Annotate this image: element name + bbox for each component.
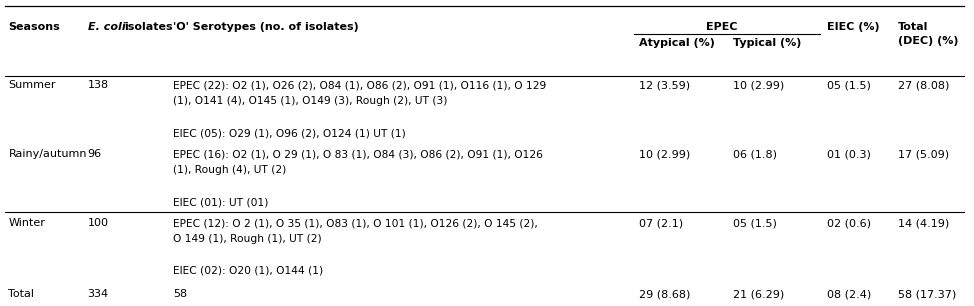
Text: 10 (2.99): 10 (2.99) <box>639 149 690 159</box>
Text: 100: 100 <box>88 218 109 228</box>
Text: 58 (17.37): 58 (17.37) <box>898 289 955 299</box>
Text: Rainy/autumn: Rainy/autumn <box>9 149 87 159</box>
Text: Winter: Winter <box>9 218 46 228</box>
Text: Atypical (%): Atypical (%) <box>639 38 715 47</box>
Text: E. coli: E. coli <box>88 22 126 32</box>
Text: 21 (6.29): 21 (6.29) <box>733 289 784 299</box>
Text: 01 (0.3): 01 (0.3) <box>827 149 871 159</box>
Text: EIEC (%): EIEC (%) <box>827 22 880 32</box>
Text: 02 (0.6): 02 (0.6) <box>827 218 871 228</box>
Text: 05 (1.5): 05 (1.5) <box>827 80 871 91</box>
Text: EPEC (12): O 2 (1), O 35 (1), O83 (1), O 101 (1), O126 (2), O 145 (2),: EPEC (12): O 2 (1), O 35 (1), O83 (1), O… <box>172 218 538 228</box>
Text: Seasons: Seasons <box>9 22 60 32</box>
Text: 138: 138 <box>88 80 109 91</box>
Text: 12 (3.59): 12 (3.59) <box>639 80 690 91</box>
Text: EIEC (02): O20 (1), O144 (1): EIEC (02): O20 (1), O144 (1) <box>172 266 322 276</box>
Text: Summer: Summer <box>9 80 56 91</box>
Text: 96: 96 <box>88 149 102 159</box>
Text: EIEC (05): O29 (1), O96 (2), O124 (1) UT (1): EIEC (05): O29 (1), O96 (2), O124 (1) UT… <box>172 128 405 138</box>
Text: Total: Total <box>898 22 928 32</box>
Text: 27 (8.08): 27 (8.08) <box>898 80 949 91</box>
Text: (1), O141 (4), O145 (1), O149 (3), Rough (2), UT (3): (1), O141 (4), O145 (1), O149 (3), Rough… <box>172 96 447 106</box>
Text: 07 (2.1): 07 (2.1) <box>639 218 683 228</box>
Text: isolates: isolates <box>125 22 173 32</box>
Text: EPEC (22): O2 (1), O26 (2), O84 (1), O86 (2), O91 (1), O116 (1), O 129: EPEC (22): O2 (1), O26 (2), O84 (1), O86… <box>172 80 546 91</box>
Text: 17 (5.09): 17 (5.09) <box>898 149 949 159</box>
Text: EPEC: EPEC <box>706 22 738 32</box>
Text: 'O' Serotypes (no. of isolates): 'O' Serotypes (no. of isolates) <box>172 22 358 32</box>
Text: (DEC) (%): (DEC) (%) <box>898 36 958 46</box>
Text: 14 (4.19): 14 (4.19) <box>898 218 949 228</box>
Text: 334: 334 <box>88 289 109 299</box>
Text: 10 (2.99): 10 (2.99) <box>733 80 784 91</box>
Text: 29 (8.68): 29 (8.68) <box>639 289 690 299</box>
Text: Typical (%): Typical (%) <box>733 38 802 47</box>
Text: EPEC (16): O2 (1), O 29 (1), O 83 (1), O84 (3), O86 (2), O91 (1), O126: EPEC (16): O2 (1), O 29 (1), O 83 (1), O… <box>172 149 543 159</box>
Text: Total: Total <box>9 289 34 299</box>
Text: (1), Rough (4), UT (2): (1), Rough (4), UT (2) <box>172 165 286 175</box>
Text: 05 (1.5): 05 (1.5) <box>733 218 777 228</box>
Text: 08 (2.4): 08 (2.4) <box>827 289 872 299</box>
Text: EIEC (01): UT (01): EIEC (01): UT (01) <box>172 197 268 207</box>
Text: 58: 58 <box>172 289 187 299</box>
Text: 06 (1.8): 06 (1.8) <box>733 149 777 159</box>
Text: O 149 (1), Rough (1), UT (2): O 149 (1), Rough (1), UT (2) <box>172 234 321 244</box>
